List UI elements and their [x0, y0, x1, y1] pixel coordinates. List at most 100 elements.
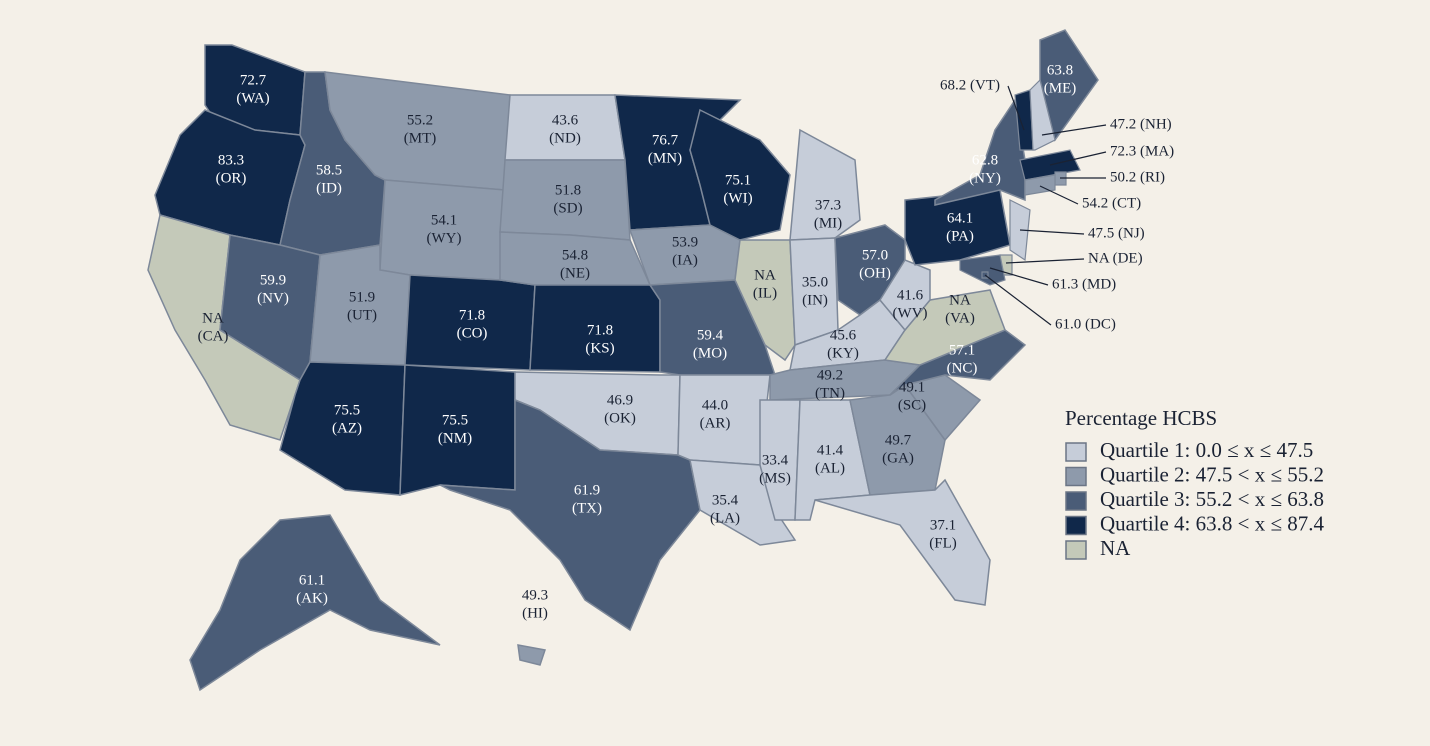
state-abbr: (MI) — [814, 215, 842, 231]
legend-swatch — [1065, 515, 1087, 536]
callout-label: 50.2 (RI) — [1110, 169, 1165, 185]
state-value: 71.8 — [459, 307, 485, 323]
state-value: 37.3 — [815, 197, 841, 213]
state-value: 57.1 — [949, 342, 975, 358]
state-shape — [814, 478, 991, 606]
callout-line — [1041, 124, 1107, 136]
legend-swatch — [1065, 442, 1087, 462]
state-value: 75.5 — [334, 402, 360, 418]
state-abbr: (OK) — [604, 410, 636, 426]
state-abbr: (MS) — [759, 470, 791, 486]
state-abbr: (HI) — [522, 605, 548, 621]
state-labels: 72.7 (WA) 83.3 (OR) NA (CA) 58.5 (ID) 59.9 (NV) 55… — [198, 62, 1175, 621]
state-abbr: (AR) — [700, 415, 731, 431]
state-value: 63.8 — [1047, 62, 1073, 78]
callout-label: 47.5 (NJ) — [1088, 225, 1145, 241]
state-abbr: (WA) — [236, 90, 269, 106]
state-value: 49.7 — [885, 432, 912, 448]
state-abbr: (NY) — [969, 170, 1001, 186]
state-abbr: (PA) — [946, 228, 974, 244]
state-abbr: (ID) — [316, 180, 342, 196]
state-value: 49.3 — [522, 587, 548, 603]
states — [147, 29, 1099, 692]
legend-label: Quartile 1: 0.0 ≤ x ≤ 47.5 — [1100, 438, 1313, 462]
state-value: 45.6 — [830, 327, 857, 343]
state-abbr: (SD) — [553, 200, 582, 216]
state-abbr: (OH) — [859, 265, 891, 281]
state-value: 54.8 — [562, 247, 588, 263]
state-abbr: (ME) — [1044, 80, 1077, 96]
state-abbr: (LA) — [710, 510, 740, 526]
callout-line — [1049, 151, 1107, 166]
state-value: 71.8 — [587, 322, 613, 338]
state-shape — [189, 514, 441, 692]
state-value: 76.7 — [652, 132, 679, 148]
callout-line — [1005, 258, 1085, 264]
state-abbr: (VA) — [945, 310, 975, 326]
legend-label: Quartile 2: 47.5 < x ≤ 55.2 — [1100, 462, 1324, 486]
state-value: 59.9 — [260, 272, 286, 288]
callout-line — [1007, 85, 1025, 131]
state-value: 51.9 — [349, 289, 375, 305]
state-shape — [439, 398, 701, 632]
state-abbr: (IN) — [802, 292, 828, 308]
legend-label: Quartile 4: 63.8 < x ≤ 87.4 — [1100, 511, 1325, 535]
state-value: 35.0 — [802, 274, 828, 290]
state-value: NA — [202, 310, 224, 326]
state-abbr: (NE) — [560, 265, 590, 281]
state-shape — [759, 399, 801, 521]
state-abbr: (WV) — [893, 305, 928, 321]
callout-label: 47.2 (NH) — [1110, 116, 1172, 132]
state-abbr: (TX) — [572, 500, 602, 516]
state-abbr: (UT) — [347, 307, 377, 323]
state-value: 58.5 — [316, 162, 342, 178]
state-shape — [1039, 29, 1099, 142]
state-value: 41.4 — [817, 442, 844, 458]
callout-label: 61.0 (DC) — [1055, 316, 1116, 332]
state-abbr: (ND) — [549, 130, 581, 146]
state-shape — [517, 644, 546, 666]
state-value: 59.4 — [697, 327, 724, 343]
state-value: 53.9 — [672, 234, 698, 250]
state-abbr: (MT) — [404, 130, 437, 146]
legend-swatch — [1065, 540, 1087, 560]
state-value: NA — [949, 292, 971, 308]
state-abbr: (MO) — [693, 345, 727, 361]
state-shape — [959, 254, 1006, 286]
state-value: 44.0 — [702, 397, 728, 413]
callout-label: 61.3 (MD) — [1052, 276, 1116, 292]
state-abbr: (NC) — [947, 360, 978, 376]
state-value: 55.2 — [407, 112, 433, 128]
state-abbr: (WY) — [427, 230, 462, 246]
state-value: 49.1 — [899, 379, 925, 395]
state-abbr: (IL) — [753, 285, 777, 301]
state-abbr: (GA) — [882, 450, 914, 466]
callout-line — [989, 267, 1049, 286]
callout-label: 72.3 (MA) — [1110, 143, 1174, 159]
state-abbr: (SC) — [898, 397, 926, 413]
state-value: 46.9 — [607, 392, 633, 408]
callout-line — [984, 274, 1052, 326]
legend-label: Quartile 3: 55.2 < x ≤ 63.8 — [1100, 487, 1324, 511]
callout-label: 68.2 (VT) — [940, 77, 1000, 93]
legend-swatch — [1065, 491, 1087, 511]
state-abbr: (NM) — [438, 430, 472, 446]
callout-line — [1019, 229, 1085, 235]
state-value: 62.8 — [972, 152, 998, 168]
state-value: 83.3 — [218, 152, 244, 168]
state-value: 75.1 — [725, 172, 751, 188]
legend-title: Percentage HCBS — [1065, 406, 1217, 430]
callout-label: 54.2 (CT) — [1082, 195, 1141, 211]
state-value: 57.0 — [862, 247, 888, 263]
state-value: 72.7 — [240, 72, 267, 88]
state-abbr: (OR) — [216, 170, 247, 186]
state-value: 37.1 — [930, 517, 956, 533]
callout-line — [1039, 185, 1079, 205]
state-value: 51.8 — [555, 182, 581, 198]
state-shape — [1029, 78, 1056, 151]
state-value: 61.9 — [574, 482, 600, 498]
state-abbr: (KY) — [827, 345, 859, 361]
legend-label: NA — [1100, 536, 1131, 560]
state-value: 33.4 — [762, 452, 789, 468]
